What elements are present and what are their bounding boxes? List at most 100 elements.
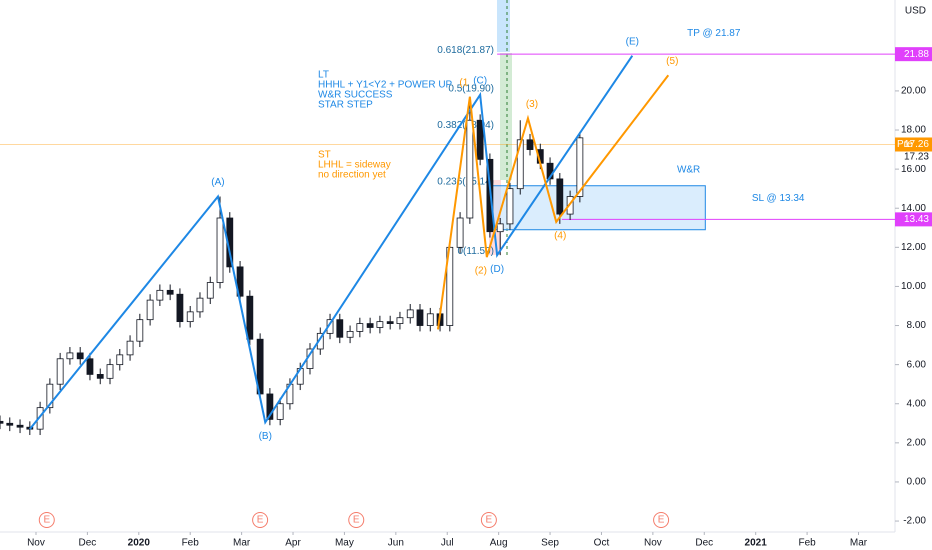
wave-label: (3) (526, 99, 538, 110)
candle-body (376, 321, 384, 328)
x-tick-label: Aug (490, 538, 508, 549)
candle-body (56, 358, 64, 385)
candle-body (0, 420, 4, 424)
candle-body (216, 217, 224, 283)
candle-body (266, 393, 274, 420)
wave-label: (1 (459, 77, 468, 88)
earnings-marker (252, 512, 269, 528)
y-tick-label: 12.00 (901, 242, 926, 253)
x-tick-label: Oct (594, 538, 610, 549)
level-note: SL @ 13.34 (752, 193, 805, 204)
candle-body (366, 323, 374, 328)
x-tick-label: 2021 (745, 538, 768, 549)
candle-body (176, 293, 184, 323)
candle-body (186, 311, 194, 323)
candle-body (196, 297, 204, 313)
candle-body (116, 354, 124, 366)
fib-label: 0.618(21.87) (437, 45, 494, 56)
candle-body (356, 323, 364, 332)
wave-label: (B) (259, 431, 272, 442)
note-text: LHHL = sideway (318, 160, 391, 171)
note-text: W&R SUCCESS (318, 90, 393, 101)
candle-body (136, 319, 144, 342)
x-tick-label: Jun (388, 538, 404, 549)
fib-shade (497, 0, 510, 52)
zone (489, 185, 706, 231)
earnings-marker (348, 512, 365, 528)
candle-body (166, 289, 174, 295)
earnings-marker (653, 512, 670, 528)
y-tick-label: 18.00 (901, 125, 926, 136)
y-tick-label: 10.00 (901, 281, 926, 292)
candle-body (76, 352, 84, 360)
y-tick-label: 0.00 (907, 477, 927, 488)
candle-body (46, 383, 54, 409)
y-tick-label: 16.00 (901, 164, 926, 175)
y-tick-label: 6.00 (907, 359, 927, 370)
level-tag-text: Pre (897, 139, 913, 150)
candle-body (236, 266, 244, 297)
x-tick-label: Feb (182, 538, 200, 549)
y-tick-label: 14.00 (901, 203, 926, 214)
note-text: HHHL + Y1<Y2 + POWER UP (318, 80, 453, 91)
candle-body (396, 317, 404, 324)
x-tick-label: Nov (27, 538, 45, 549)
x-tick-label: 2020 (128, 538, 151, 549)
x-tick-label: Sep (541, 538, 559, 549)
candle-body (316, 332, 324, 350)
note-text: ST (318, 150, 331, 161)
candle-body (456, 217, 464, 248)
fib-label: 0.236(15.14) (437, 177, 494, 188)
x-tick-label: Mar (850, 538, 868, 549)
candle-body (476, 119, 484, 160)
fib-label: 0.5(19.90) (448, 84, 494, 95)
zone-label: W&R (677, 164, 700, 175)
candle-body (276, 403, 284, 420)
x-tick-label: Dec (695, 538, 713, 549)
candle-body (386, 321, 394, 324)
candle-body (156, 289, 164, 301)
level-tag (895, 47, 932, 62)
candle-body (106, 364, 114, 379)
candle-body (246, 295, 254, 340)
wave-line (436, 74, 670, 330)
x-tick-label: Dec (78, 538, 96, 549)
candle-body (96, 374, 104, 379)
wave-label: (4) (554, 231, 566, 242)
wave-label: (A) (211, 177, 224, 188)
candle-body (206, 282, 214, 299)
level-note: TP @ 21.87 (687, 28, 741, 39)
earnings-marker (38, 512, 55, 528)
earnings-label: E (353, 515, 360, 526)
currency: USD (905, 6, 926, 17)
candle-body (496, 223, 504, 233)
level-value: 17.23 (904, 152, 929, 163)
candle-body (576, 137, 584, 197)
candle-body (16, 424, 24, 428)
note-text: no direction yet (318, 170, 386, 181)
earnings-label: E (658, 515, 665, 526)
note-text: STAR STEP (318, 100, 373, 111)
y-tick-label: 4.00 (907, 398, 927, 409)
earnings-label: E (257, 515, 264, 526)
earnings-label: E (43, 515, 50, 526)
candle-body (66, 352, 74, 360)
x-tick-label: Feb (798, 538, 816, 549)
candle-body (526, 139, 534, 150)
candle-body (406, 309, 414, 319)
candle-body (516, 139, 524, 190)
candle-body (336, 319, 344, 338)
x-tick-label: Nov (644, 538, 662, 549)
y-tick-label: 20.00 (901, 86, 926, 97)
level-tag (895, 212, 932, 227)
wave-label: (E) (626, 36, 639, 47)
level-tag (895, 137, 932, 152)
candle-body (86, 358, 94, 375)
candle-body (506, 188, 514, 225)
x-tick-label: Mar (233, 538, 251, 549)
note-text: LT (318, 70, 329, 81)
y-tick-label: 8.00 (907, 320, 927, 331)
candle-body (426, 313, 434, 326)
earnings-marker (480, 512, 497, 528)
